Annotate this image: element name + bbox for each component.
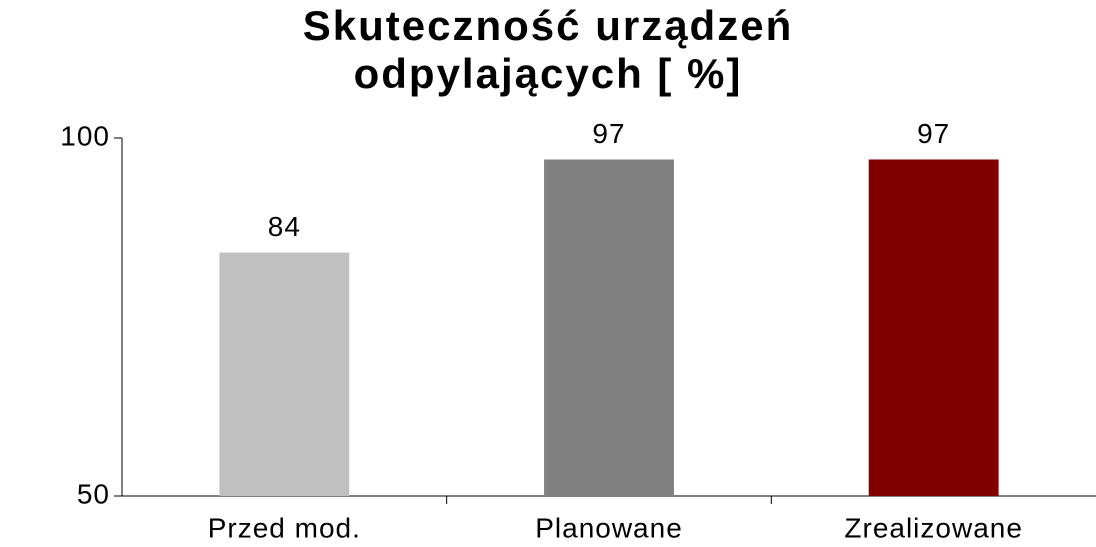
value-label: 84 xyxy=(268,211,301,242)
y-tick-label: 50 xyxy=(77,478,110,509)
bar xyxy=(219,252,350,496)
y-tick-label: 100 xyxy=(60,120,110,151)
x-tick-label: Przed mod. xyxy=(208,512,361,543)
chart-title: Skuteczność urządzeń odpylających [ %] xyxy=(302,2,794,97)
value-label: 97 xyxy=(592,118,625,149)
value-label: 97 xyxy=(917,118,950,149)
x-tick-label: Planowane xyxy=(535,512,683,543)
bar xyxy=(544,159,674,497)
bar xyxy=(868,159,999,497)
x-tick-label: Zrealizowane xyxy=(844,512,1023,543)
